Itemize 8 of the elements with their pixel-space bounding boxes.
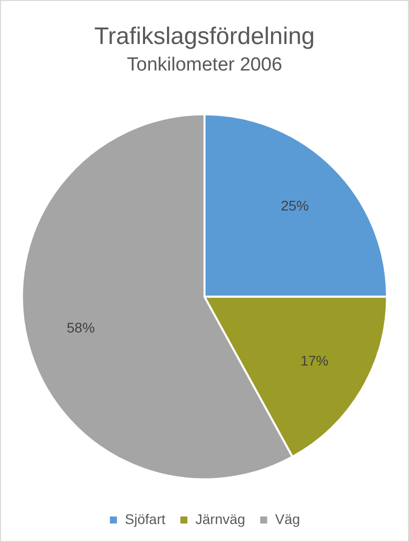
data-label: 25% bbox=[280, 197, 309, 214]
legend-label: Järnväg bbox=[195, 510, 246, 527]
chart-title: Trafikslagsfördelning bbox=[94, 23, 315, 50]
data-label: 58% bbox=[66, 319, 95, 336]
chart-subtitle: Tonkilometer 2006 bbox=[126, 54, 282, 76]
data-label: 17% bbox=[300, 352, 328, 369]
legend-label: Väg bbox=[275, 510, 300, 527]
legend-label: Sjöfart bbox=[124, 510, 166, 527]
